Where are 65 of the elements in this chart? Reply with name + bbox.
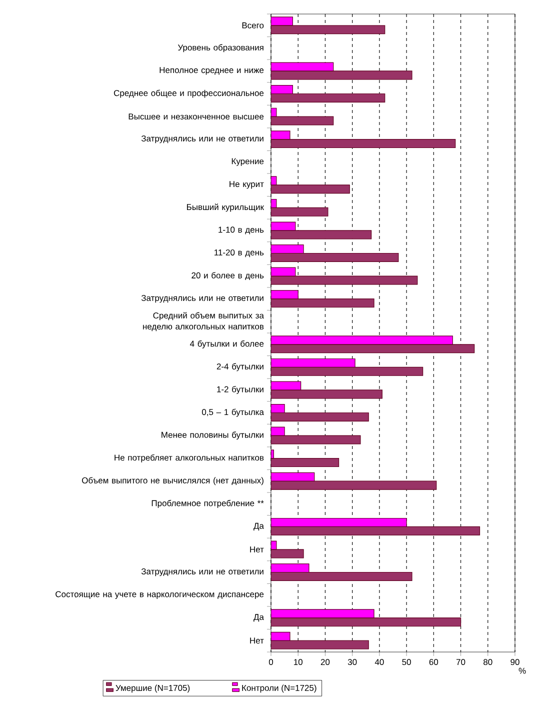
bar	[270, 139, 456, 148]
bar	[270, 572, 412, 581]
x-tick-label: 40	[374, 659, 384, 666]
y-tick-label: Менее половины бутылки	[162, 432, 264, 440]
bar	[270, 207, 328, 216]
legend-label: Контроли (N=1725)	[242, 684, 316, 693]
y-tick-label: Бывший курильщик	[187, 204, 264, 212]
bar	[270, 85, 293, 94]
bar	[270, 458, 340, 468]
bar	[270, 25, 386, 34]
y-tick-label: Затруднялись или не ответили	[141, 568, 264, 576]
bar	[270, 93, 386, 102]
bar	[270, 344, 475, 354]
bar	[270, 618, 462, 627]
bar	[270, 298, 374, 308]
y-tick-label: Объем выпитого не вычислялся (нет данных)	[82, 477, 264, 486]
y-tick-label: Высшее и незаконченное высшее	[128, 114, 264, 120]
bar	[270, 412, 369, 422]
y-tick-label: 2-4 бутылки	[216, 363, 264, 372]
bar	[270, 358, 356, 368]
bar	[270, 366, 424, 376]
y-tick-label: Проблемное потребление **	[152, 500, 264, 508]
x-tick-label: 90	[510, 659, 520, 666]
bar	[270, 244, 304, 254]
bar	[270, 564, 310, 573]
x-tick-label: 60	[429, 659, 438, 666]
y-tick-label: Затруднялись или не ответили	[141, 135, 264, 144]
y-tick-label: Да	[254, 614, 264, 622]
legend-label: Умершие (N=1705)	[116, 684, 190, 693]
y-tick-label: 11-20 в день	[214, 249, 264, 258]
x-tick-label: 50	[402, 659, 411, 666]
y-tick-label: 0,5 – 1 бутылка	[202, 408, 264, 417]
y-tick-label: Курение	[232, 158, 264, 166]
y-tick-label: Да	[254, 522, 264, 530]
bar	[270, 290, 298, 300]
x-axis-title: %	[518, 668, 526, 674]
y-tick-label: Среднее общее и профессиональное	[114, 90, 264, 98]
y-tick-label: Нет	[250, 638, 264, 644]
y-tick-label: Состоящие на учете в наркологическом диспансере	[56, 591, 264, 599]
y-tick-label: 4 бутылки и более	[190, 340, 264, 348]
x-tick-label: 30	[348, 659, 357, 666]
y-tick-label: Затруднялись или не ответили	[141, 294, 264, 303]
y-tick-label: Средний объем выпитых за неделю алкогольных напитков	[143, 312, 264, 332]
x-tick-label: 80	[484, 659, 492, 666]
bar	[270, 518, 407, 527]
x-tick-label: 70	[456, 659, 466, 666]
y-tick-label: 1-2 бутылки	[217, 386, 264, 394]
y-tick-label: Неполное среднее и ниже	[160, 67, 264, 75]
y-tick-label: Всего	[242, 22, 264, 28]
bar	[270, 184, 350, 194]
x-tick-label: 0	[268, 659, 274, 666]
bar	[270, 130, 290, 140]
y-tick-label: Нет	[250, 546, 264, 552]
y-tick-label: Не потребляет алкогольных напитков	[114, 454, 264, 462]
bar	[270, 252, 399, 262]
bar	[270, 472, 315, 482]
y-tick-label: Уровень образования	[178, 44, 264, 52]
bar	[270, 526, 480, 536]
y-tick-label: 1-10 в день	[218, 226, 264, 234]
y-tick-label: 20 и более в день	[192, 272, 264, 280]
x-tick-label: 10	[294, 659, 302, 666]
bar	[270, 609, 374, 618]
bar	[270, 632, 290, 641]
x-tick-label: 20	[320, 659, 330, 666]
y-tick-label: Не курит	[230, 181, 264, 189]
